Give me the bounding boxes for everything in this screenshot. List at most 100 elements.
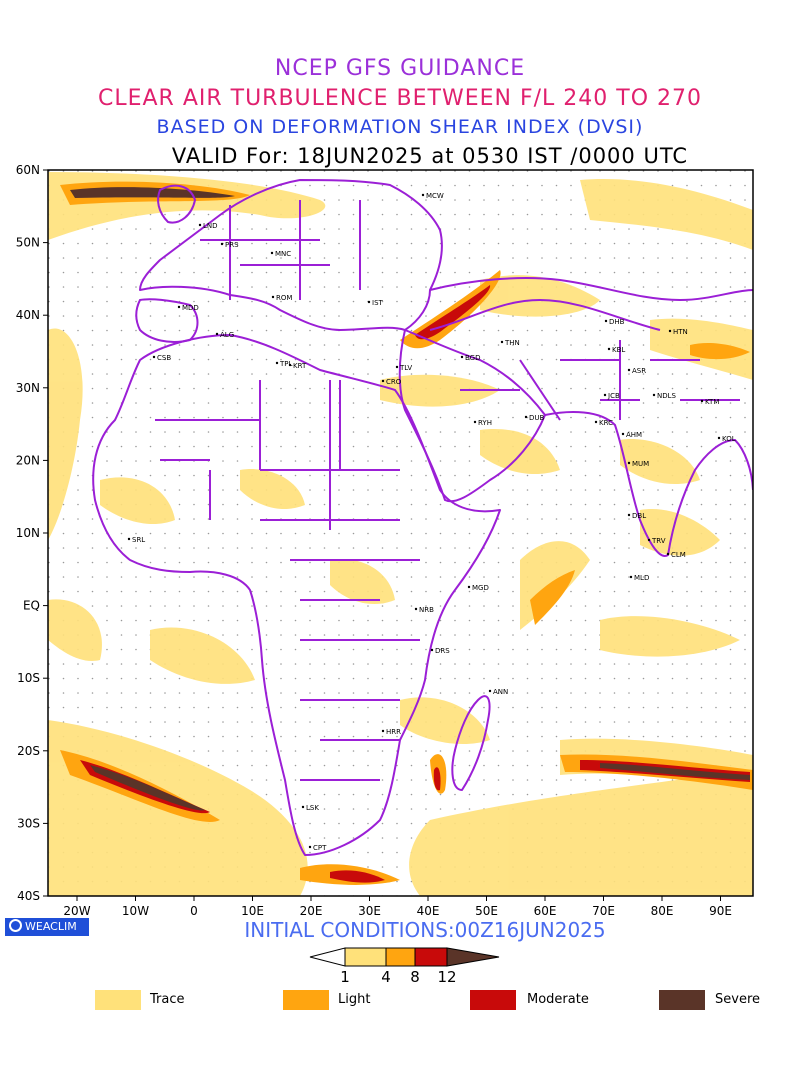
city-marker — [381, 729, 385, 733]
city-label: DRS — [435, 647, 450, 655]
title-valid-time: VALID For: 18JUN2025 at 0530 IST /0000 U… — [171, 144, 689, 168]
lon-label: 90E — [709, 904, 732, 918]
city-marker — [460, 355, 464, 359]
city-labels: MCW LND PRS MNC ROM IST MDD ALG CSB TPL KRT CRO TLV B… — [127, 192, 736, 852]
city-marker — [421, 193, 425, 197]
city-label: PRS — [225, 241, 239, 249]
city-label: DUB — [529, 414, 545, 422]
city-label: JCB — [607, 392, 620, 400]
coastlines — [92, 179, 753, 856]
lat-label: 20S — [17, 744, 40, 758]
city-label: SRL — [132, 536, 145, 544]
city-marker — [395, 365, 399, 369]
lat-label: 40S — [17, 889, 40, 903]
city-marker — [524, 415, 528, 419]
city-marker — [500, 340, 504, 344]
weaclim-logo: WEACLIM — [5, 918, 89, 936]
city-label: CPT — [313, 844, 327, 852]
city-label: CSB — [157, 354, 171, 362]
city-label: KRC — [599, 419, 613, 427]
city-marker — [215, 332, 219, 336]
lon-label: 0 — [190, 904, 198, 918]
axis-ticks — [43, 169, 721, 901]
title-model: NCEP GFS GUIDANCE — [274, 56, 526, 81]
city-label: MGD — [472, 584, 489, 592]
lat-label: 60N — [16, 163, 40, 177]
city-label: MUM — [632, 460, 649, 468]
city-label: ASR — [632, 367, 646, 375]
city-label: LND — [203, 222, 218, 230]
lon-label: 10E — [241, 904, 264, 918]
city-marker — [430, 648, 434, 652]
city-marker — [604, 319, 608, 323]
lat-label: 50N — [16, 236, 40, 250]
city-label: CLM — [671, 551, 686, 559]
city-marker — [301, 805, 305, 809]
legend-swatch-moderate — [470, 990, 516, 1010]
lon-label: 10W — [122, 904, 149, 918]
lat-label: 40N — [16, 308, 40, 322]
title-product: CLEAR AIR TURBULENCE BETWEEN F/L 240 TO … — [97, 86, 703, 111]
city-marker — [381, 379, 385, 383]
longitude-labels: 20W 10W 0 10E 20E 30E 40E 50E 60E 70E 80E 90E — [63, 904, 732, 918]
lon-label: 60E — [534, 904, 557, 918]
legend-label-trace: Trace — [150, 992, 185, 1007]
city-marker — [603, 393, 607, 397]
city-marker — [488, 689, 492, 693]
legend-label-moderate: Moderate — [527, 992, 589, 1007]
city-marker — [127, 537, 131, 541]
city-label: TLV — [399, 364, 412, 372]
lat-label: 10S — [17, 671, 40, 685]
lat-label: 30N — [16, 381, 40, 395]
city-marker — [647, 538, 651, 542]
city-label: KTM — [705, 398, 719, 406]
city-marker — [177, 305, 181, 309]
city-marker — [220, 242, 224, 246]
city-label: NRB — [419, 606, 434, 614]
title-method: BASED ON DEFORMATION SHEAR INDEX (DVSI) — [156, 116, 644, 138]
initial-conditions: INITIAL CONDITIONS:00Z16JUN2025 — [244, 918, 606, 942]
latitude-labels: 60N 50N 40N 30N 20N 10N EQ 10S 20S 30S 40S — [16, 163, 40, 903]
city-label: THN — [504, 339, 520, 347]
city-marker — [152, 355, 156, 359]
city-marker — [668, 329, 672, 333]
city-label: KBL — [612, 346, 625, 354]
city-label: NDLS — [657, 392, 677, 400]
city-marker — [627, 461, 631, 465]
legend-swatch-severe — [659, 990, 705, 1010]
legend-swatch-trace — [95, 990, 141, 1010]
city-label: ANN — [493, 688, 508, 696]
city-label: MDD — [182, 304, 199, 312]
city-label: HRR — [386, 728, 401, 736]
city-label: ROM — [276, 294, 292, 302]
city-label: MLD — [634, 574, 649, 582]
lon-label: 80E — [651, 904, 674, 918]
city-label: IST — [372, 299, 384, 307]
lon-label: 40E — [417, 904, 440, 918]
city-marker — [275, 361, 279, 365]
city-marker — [627, 368, 631, 372]
weaclim-ring-icon — [9, 919, 22, 932]
city-marker — [198, 223, 202, 227]
city-label: KOL — [722, 435, 736, 443]
lon-label: 70E — [592, 904, 615, 918]
city-label: CRO — [386, 378, 402, 386]
lat-label: EQ — [23, 599, 40, 613]
city-marker — [288, 363, 292, 367]
logo-text: WEACLIM — [25, 920, 77, 933]
city-label: AHM — [626, 431, 642, 439]
city-marker — [473, 420, 477, 424]
city-label: DHB — [609, 318, 625, 326]
lon-label: 30E — [358, 904, 381, 918]
city-label: TRV — [651, 537, 666, 545]
city-marker — [467, 585, 471, 589]
city-marker — [717, 436, 721, 440]
city-marker — [607, 347, 611, 351]
lon-label: 50E — [475, 904, 498, 918]
city-marker — [270, 251, 274, 255]
lat-label: 20N — [16, 453, 40, 467]
city-label: DBL — [632, 512, 646, 520]
city-marker — [627, 513, 631, 517]
legend-label-severe: Severe — [715, 992, 760, 1007]
